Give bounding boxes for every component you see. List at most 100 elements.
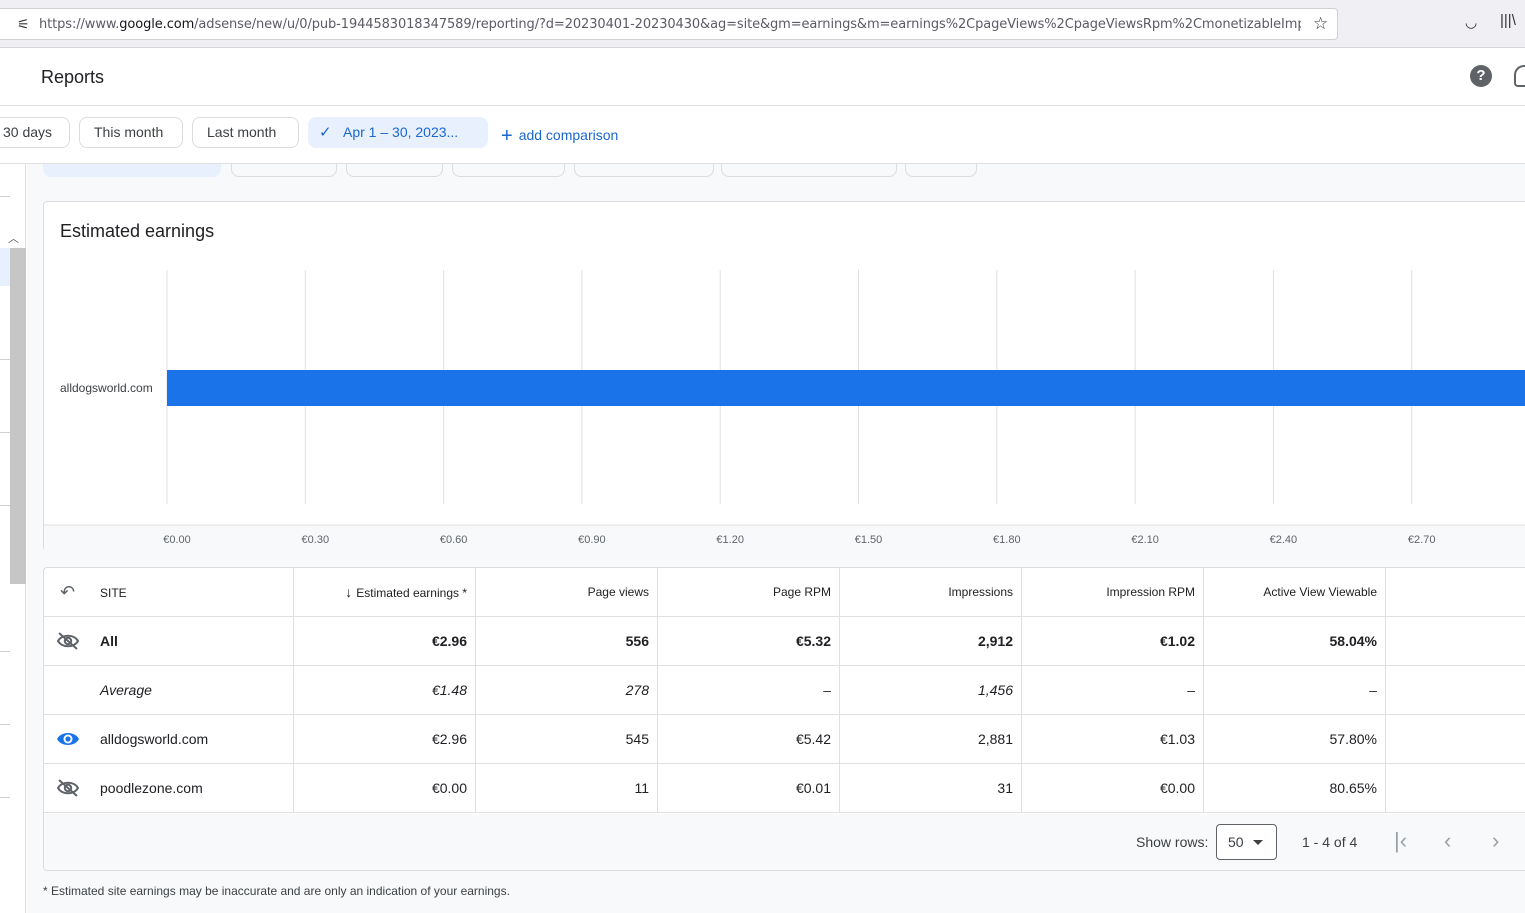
bar[interactable] (167, 370, 1525, 406)
rows-per-page-select[interactable]: 50 (1216, 824, 1277, 860)
chip-30-days[interactable]: 30 days (0, 117, 70, 148)
selected-range-label: Apr 1 – 30, 2023... (343, 124, 459, 140)
site-name: Average (100, 682, 152, 698)
previous-page-icon[interactable]: ‹ (1444, 828, 1452, 853)
page-title: Reports (41, 67, 105, 87)
active-view-header[interactable]: Active View Viewable (1204, 568, 1386, 617)
page-rpm-cell: €5.32 (658, 617, 840, 666)
pocket-icon[interactable]: ◡ (1465, 14, 1478, 30)
table-row-all: All €2.96 556 €5.32 2,912 €1.02 58.04% (44, 617, 1525, 666)
library-icon[interactable]: |||\ (1500, 12, 1516, 29)
pagination-range: 1 - 4 of 4 (1302, 834, 1358, 850)
x-tick-label: €0.30 (302, 534, 330, 546)
scroll-up-icon[interactable]: ︿ (8, 233, 19, 245)
site-header: SITE (100, 586, 127, 600)
earnings-cell: €2.96 (294, 617, 476, 666)
chart-title: Estimated earnings (60, 221, 215, 241)
help-icon[interactable]: ? (1470, 65, 1492, 87)
earnings-cell: €2.96 (294, 715, 476, 764)
active-view-cell: 57.80% (1204, 715, 1386, 764)
table-row-alldogsworld: alldogsworld.com €2.96 545 €5.42 2,881 €… (44, 715, 1525, 764)
browser-toolbar: ⚟ https://www.google.com/adsense/new/u/0… (0, 0, 1525, 48)
site-cell: All (44, 617, 294, 666)
site-cell: poodlezone.com (44, 764, 294, 813)
undo-icon[interactable]: ↶ (60, 582, 76, 602)
impressions-cell: 2,881 (840, 715, 1022, 764)
page-views-cell: 11 (476, 764, 658, 813)
rail-divider (0, 359, 10, 360)
page-rpm-header[interactable]: Page RPM (658, 568, 840, 617)
earnings-header-label: Estimated earnings * (356, 586, 467, 600)
app-header: Reports ? (0, 48, 1525, 106)
rail-selected-item[interactable] (0, 248, 10, 286)
date-filter-bar: 30 days This month Last month ✓ Apr 1 – … (0, 106, 1525, 164)
impression-rpm-cell: €1.02 (1022, 617, 1204, 666)
impression-rpm-cell: €1.03 (1022, 715, 1204, 764)
dropdown-caret-icon (1253, 840, 1263, 845)
earnings-chart-card: Estimated earnings €0.00 €0.30 €0.60 €0.90 €… (43, 201, 1525, 552)
earnings-cell: €1.48 (294, 666, 476, 715)
site-name: poodlezone.com (100, 780, 203, 796)
check-icon: ✓ (319, 124, 332, 141)
page-rpm-cell: – (658, 666, 840, 715)
plus-icon: + (501, 125, 513, 147)
table-pagination: Show rows: 50 1 - 4 of 4 |‹ ‹ › (44, 814, 1525, 870)
x-tick-label: €2.70 (1408, 534, 1436, 546)
chip-last-month[interactable]: Last month (192, 117, 299, 148)
x-tick-label: €1.80 (993, 534, 1021, 546)
category-label: alldogsworld.com (60, 381, 153, 395)
address-bar[interactable]: ⚟ https://www.google.com/adsense/new/u/0… (0, 8, 1338, 40)
table-row-poodlezone: poodlezone.com €0.00 11 €0.01 31 €0.00 8… (44, 764, 1525, 813)
bookmark-star-icon[interactable]: ☆ (1313, 14, 1329, 33)
x-tick-label: €1.50 (855, 534, 883, 546)
visibility-icon[interactable] (56, 729, 80, 749)
earnings-bar-chart: €0.00 €0.30 €0.60 €0.90 €1.20 €1.50 €1.80 €2.10… (44, 270, 1525, 552)
x-tick-label: €0.90 (578, 534, 606, 546)
rail-divider (0, 724, 10, 725)
notifications-icon[interactable] (1514, 65, 1525, 87)
x-tick-label: €2.10 (1131, 534, 1159, 546)
visibility-off-icon[interactable] (56, 631, 80, 651)
site-name: All (100, 633, 118, 649)
rail-divider (0, 196, 10, 197)
active-view-cell: 58.04% (1204, 617, 1386, 666)
next-page-icon[interactable]: › (1492, 828, 1500, 853)
page-rpm-cell: €0.01 (658, 764, 840, 813)
rail-divider (0, 797, 10, 798)
chip-this-month[interactable]: This month (79, 117, 183, 148)
impressions-cell: 2,912 (840, 617, 1022, 666)
site-cell: alldogsworld.com (44, 715, 294, 764)
sort-down-icon: ↓ (345, 584, 353, 600)
rail-divider (0, 505, 10, 506)
page-views-cell: 556 (476, 617, 658, 666)
first-page-icon[interactable]: |‹ (1394, 828, 1408, 853)
add-comparison-button[interactable]: + add comparison (501, 123, 619, 147)
site-name: alldogsworld.com (100, 731, 209, 747)
impression-rpm-header[interactable]: Impression RPM (1022, 568, 1204, 617)
table-row-average: Average €1.48 278 – 1,456 – – (44, 666, 1525, 715)
active-view-cell: – (1204, 666, 1386, 715)
earnings-header[interactable]: ↓ Estimated earnings * (294, 568, 476, 617)
x-tick-label: €2.40 (1270, 534, 1298, 546)
url-text: https://www.google.com/adsense/new/u/0/p… (39, 17, 1301, 32)
impressions-header[interactable]: Impressions (840, 568, 1022, 617)
site-header-cell[interactable]: ↶ SITE (44, 568, 294, 617)
impression-rpm-cell: – (1022, 666, 1204, 715)
rail-scrollbar[interactable] (10, 248, 26, 584)
page-rpm-cell: €5.42 (658, 715, 840, 764)
site-cell: Average (44, 666, 294, 715)
page-views-cell: 278 (476, 666, 658, 715)
earnings-footnote: * Estimated site earnings may be inaccur… (43, 884, 510, 898)
chip-selected-range[interactable]: ✓ Apr 1 – 30, 2023... (308, 117, 488, 148)
visibility-off-icon[interactable] (56, 778, 80, 798)
table-header-row: ↶ SITE ↓ Estimated earnings * Page views … (44, 568, 1525, 617)
site-permissions-icon[interactable]: ⚟ (17, 16, 30, 32)
page-views-header[interactable]: Page views (476, 568, 658, 617)
page-views-cell: 545 (476, 715, 658, 764)
show-rows-label: Show rows: (1136, 834, 1209, 850)
impression-rpm-cell: €0.00 (1022, 764, 1204, 813)
add-comparison-label: add comparison (518, 127, 619, 143)
x-tick-label: €1.20 (716, 534, 744, 546)
impressions-cell: 1,456 (840, 666, 1022, 715)
left-navigation-rail: ︿ (0, 164, 26, 913)
